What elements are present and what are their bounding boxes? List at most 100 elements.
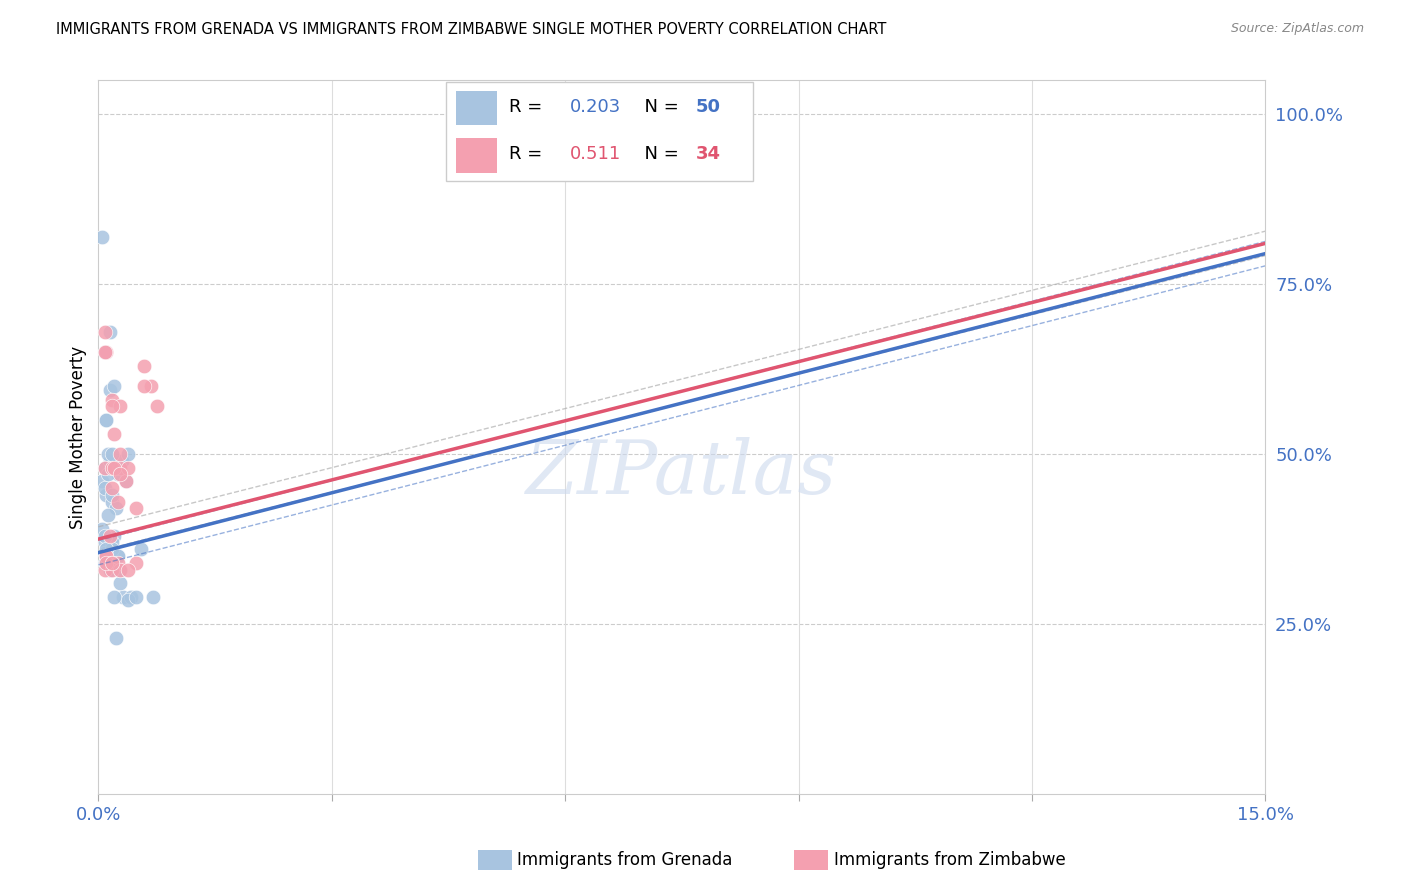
Text: R =: R =	[509, 98, 548, 117]
Text: Source: ZipAtlas.com: Source: ZipAtlas.com	[1230, 22, 1364, 36]
Point	[107, 549, 129, 563]
Point	[93, 345, 115, 359]
Point	[103, 460, 125, 475]
Point	[97, 508, 120, 523]
Point	[108, 460, 131, 475]
Point	[93, 460, 115, 475]
Point	[141, 379, 163, 393]
Text: R =: R =	[509, 145, 554, 162]
Point	[96, 556, 118, 570]
Point	[129, 542, 152, 557]
FancyBboxPatch shape	[446, 82, 754, 181]
Bar	[456, 91, 496, 126]
Point	[96, 413, 118, 427]
Text: 34: 34	[696, 145, 721, 162]
Point	[108, 563, 131, 577]
Point	[91, 522, 114, 536]
Point	[96, 556, 118, 570]
Point	[112, 590, 135, 604]
Point	[103, 379, 125, 393]
Point	[96, 413, 118, 427]
Point	[97, 552, 120, 566]
Point	[103, 426, 125, 441]
Point	[132, 379, 155, 393]
Point	[101, 563, 124, 577]
Point	[146, 400, 169, 414]
Point	[117, 447, 139, 461]
Point	[132, 359, 155, 373]
Point	[98, 454, 121, 468]
Point	[96, 345, 118, 359]
Text: N =: N =	[633, 98, 685, 117]
Point	[101, 556, 124, 570]
Point	[101, 535, 124, 549]
Point	[108, 447, 131, 461]
Point	[120, 590, 142, 604]
Point	[93, 325, 115, 339]
Point	[111, 454, 134, 468]
Point	[103, 590, 125, 604]
Point	[98, 528, 121, 542]
Point	[96, 556, 118, 570]
Point	[114, 475, 136, 489]
Point	[96, 542, 118, 557]
Y-axis label: Single Mother Poverty: Single Mother Poverty	[69, 345, 87, 529]
Point	[96, 549, 118, 563]
Point	[93, 563, 115, 577]
Point	[117, 460, 139, 475]
Point	[117, 593, 139, 607]
Point	[101, 447, 124, 461]
Bar	[456, 137, 496, 173]
Point	[101, 400, 124, 414]
Point	[101, 460, 124, 475]
Point	[142, 590, 165, 604]
Point	[98, 383, 121, 397]
Point	[107, 494, 129, 508]
Point	[125, 556, 148, 570]
Point	[108, 576, 131, 591]
Point	[96, 488, 118, 502]
Text: N =: N =	[633, 145, 685, 162]
Point	[93, 528, 115, 542]
Point	[93, 556, 115, 570]
Point	[96, 549, 118, 563]
Point	[101, 556, 124, 570]
Point	[104, 631, 127, 645]
Text: Immigrants from Zimbabwe: Immigrants from Zimbabwe	[834, 851, 1066, 869]
Point	[101, 392, 124, 407]
Point	[91, 475, 114, 489]
Text: 0.203: 0.203	[569, 98, 620, 117]
Point	[108, 400, 131, 414]
Point	[114, 475, 136, 489]
Point	[91, 229, 114, 244]
Point	[101, 488, 124, 502]
Text: 50: 50	[696, 98, 721, 117]
Point	[107, 549, 129, 563]
Point	[93, 481, 115, 495]
Point	[125, 501, 148, 516]
Point	[98, 563, 121, 577]
Point	[97, 556, 120, 570]
Point	[103, 528, 125, 542]
Point	[101, 481, 124, 495]
Point	[108, 467, 131, 482]
Text: ZIPatlas: ZIPatlas	[526, 436, 838, 509]
Point	[125, 590, 148, 604]
Point	[101, 542, 124, 557]
Point	[101, 494, 124, 508]
Point	[107, 467, 129, 482]
Text: IMMIGRANTS FROM GRENADA VS IMMIGRANTS FROM ZIMBABWE SINGLE MOTHER POVERTY CORREL: IMMIGRANTS FROM GRENADA VS IMMIGRANTS FR…	[56, 22, 887, 37]
Point	[93, 535, 115, 549]
Point	[93, 546, 115, 560]
Text: 0.511: 0.511	[569, 145, 620, 162]
Point	[98, 325, 121, 339]
Point	[104, 501, 127, 516]
Point	[107, 556, 129, 570]
Point	[93, 556, 115, 570]
Point	[93, 345, 115, 359]
Point	[93, 460, 115, 475]
Text: Immigrants from Grenada: Immigrants from Grenada	[517, 851, 733, 869]
Point	[97, 447, 120, 461]
Point	[97, 467, 120, 482]
Point	[117, 563, 139, 577]
